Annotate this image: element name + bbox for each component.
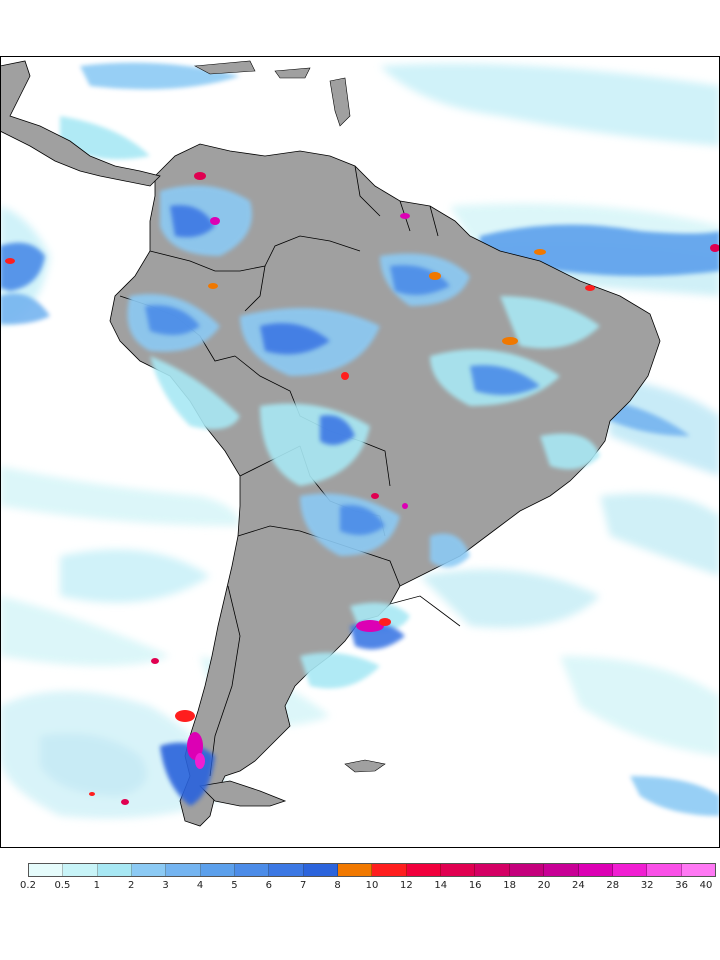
colorbar-swatch bbox=[578, 864, 613, 876]
colorbar-tick-label: 28 bbox=[606, 880, 620, 891]
precipitation-map bbox=[0, 56, 720, 848]
colorbar-tick-label: 0.2 bbox=[20, 880, 36, 891]
colorbar-tick-label: 12 bbox=[400, 880, 413, 891]
map-canvas bbox=[0, 56, 720, 848]
colorbar-swatch bbox=[406, 864, 442, 876]
colorbar-tick-label: 7 bbox=[300, 880, 307, 891]
falkland-islands bbox=[344, 759, 386, 773]
central-america-land bbox=[0, 60, 161, 187]
colorbar-swatch bbox=[63, 864, 98, 876]
colorbar-tick-label: 6 bbox=[265, 880, 272, 891]
colorbar-swatch bbox=[235, 864, 270, 876]
colorbar-swatch bbox=[132, 864, 167, 876]
colorbar-tick-label: 3 bbox=[162, 880, 169, 891]
colorbar-tick-label: 1 bbox=[93, 880, 100, 891]
colorbar-swatch bbox=[647, 864, 682, 876]
colorbar-tick-label: 8 bbox=[334, 880, 341, 891]
colorbar-swatch bbox=[29, 864, 64, 876]
colorbar-tick-label: 32 bbox=[640, 880, 654, 891]
colorbar-tick-label: 18 bbox=[503, 880, 516, 891]
colorbar bbox=[28, 863, 716, 877]
colorbar-tick-label: 10 bbox=[365, 880, 379, 891]
colorbar-swatch bbox=[338, 864, 373, 876]
colorbar-swatch bbox=[200, 864, 236, 876]
colorbar-swatch bbox=[509, 864, 545, 876]
colorbar-swatch bbox=[681, 864, 715, 876]
colorbar-tick-label: 24 bbox=[572, 880, 585, 891]
colorbar-swatch bbox=[166, 864, 201, 876]
tierra-del-fuego bbox=[199, 780, 287, 807]
colorbar-tick-label: 40 bbox=[699, 880, 713, 891]
colorbar-swatch bbox=[303, 864, 339, 876]
colorbar-tick-label: 20 bbox=[537, 880, 551, 891]
colorbar-labels: 0.2 0.5 1 2 3 4 5 6 7 8 10 12 14 16 18 20 24 28 32 36 40 bbox=[20, 880, 716, 894]
colorbar-swatch bbox=[269, 864, 304, 876]
colorbar-swatch bbox=[612, 864, 648, 876]
heavy-precip-cells bbox=[5, 172, 720, 805]
colorbar-tick-label: 16 bbox=[468, 880, 482, 891]
colorbar-tick-label: 5 bbox=[231, 880, 238, 891]
colorbar-tick-label: 2 bbox=[128, 880, 135, 891]
colorbar-tick-label: 4 bbox=[196, 880, 204, 891]
colorbar-swatch bbox=[97, 864, 133, 876]
colorbar-tick-label: 36 bbox=[675, 880, 688, 891]
colorbar-swatch bbox=[372, 864, 407, 876]
colorbar-swatch bbox=[544, 864, 579, 876]
colorbar-swatch bbox=[441, 864, 476, 876]
colorbar-swatch bbox=[475, 864, 510, 876]
colorbar-tick-label: 14 bbox=[434, 880, 448, 891]
caribbean-islands bbox=[193, 60, 351, 127]
land-precip-medium bbox=[145, 205, 540, 806]
colorbar-tick-label: 0.5 bbox=[54, 880, 71, 891]
